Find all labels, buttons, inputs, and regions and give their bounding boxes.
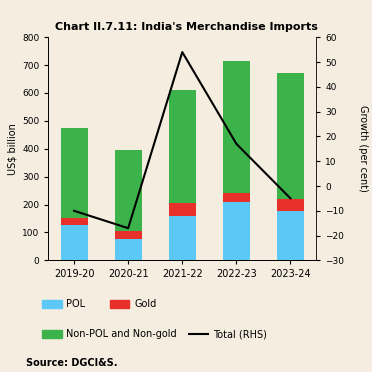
Text: Chart II.7.11: India's Merchandise Imports: Chart II.7.11: India's Merchandise Impor…	[55, 22, 317, 32]
Bar	[223, 61, 250, 193]
Bar	[61, 225, 87, 260]
Bar	[115, 239, 142, 260]
Bar	[223, 202, 250, 260]
Bar	[61, 218, 87, 225]
Bar	[223, 193, 250, 202]
Bar	[115, 151, 142, 231]
Legend: Non-POL and Non-gold, Total (RHS): Non-POL and Non-gold, Total (RHS)	[42, 329, 267, 339]
Bar	[169, 90, 196, 203]
Bar	[61, 128, 87, 218]
Bar	[169, 203, 196, 217]
Bar	[277, 73, 304, 199]
Legend: POL, Gold: POL, Gold	[42, 299, 156, 310]
Bar	[115, 231, 142, 239]
Bar	[277, 199, 304, 211]
Bar	[277, 211, 304, 260]
Y-axis label: US$ billion: US$ billion	[8, 123, 18, 175]
Bar	[169, 217, 196, 260]
Text: Source: DGCI&S.: Source: DGCI&S.	[26, 358, 118, 368]
Y-axis label: Growth (per cent): Growth (per cent)	[358, 105, 368, 192]
